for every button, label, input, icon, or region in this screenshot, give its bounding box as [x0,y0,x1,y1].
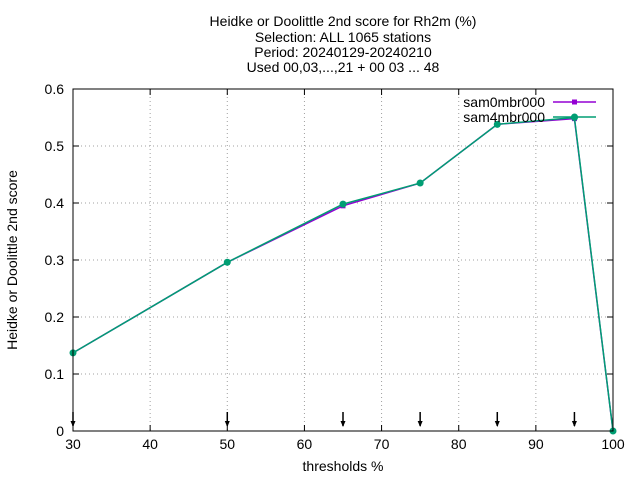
y-tick-label-0.5: 0.5 [45,138,65,154]
threshold-marker-head-95 [571,421,577,427]
series-line-sam0mbr000 [72,117,614,432]
x-tick-label-30: 30 [65,436,81,452]
point-sam4mbr000-65 [339,200,347,208]
title-line-2: Selection: ALL 1065 stations [255,29,431,45]
legend-label-sam4mbr000: sam4mbr000 [463,109,545,125]
threshold-marker-head-85 [494,421,500,427]
title-line-4: Used 00,03,...,21 + 00 03 ... 48 [247,59,440,75]
y-tick-label-0.1: 0.1 [45,366,65,382]
x-tick-label-90: 90 [528,436,544,452]
x-tick-label-50: 50 [219,436,235,452]
x-tick-label-70: 70 [374,436,390,452]
legend-marker-sam4mbr000 [571,113,578,121]
y-tick-label-0.4: 0.4 [45,195,65,211]
title-line-3: Period: 20240129-20240210 [254,44,432,60]
x-axis-label: thresholds % [303,458,384,474]
threshold-marker-head-75 [417,421,423,427]
grid [73,89,613,431]
x-tick-label-60: 60 [297,436,313,452]
x-tick-label-80: 80 [451,436,467,452]
threshold-marker-head-65 [340,421,346,427]
y-tick-label-0.2: 0.2 [45,309,65,325]
title-line-1: Heidke or Doolittle 2nd score for Rh2m (… [210,13,477,29]
y-tick-label-0: 0 [56,423,64,439]
series-lines [69,114,617,435]
point-sam4mbr000-50 [223,258,231,266]
y-tick-label-0.3: 0.3 [45,252,65,268]
chart-title: Heidke or Doolittle 2nd score for Rh2m (… [210,13,477,75]
y-axis-label: Heidke or Doolittle 2nd score [4,170,20,350]
series-line-sam4mbr000 [72,116,614,432]
x-tick-label-40: 40 [142,436,158,452]
point-sam4mbr000-75 [416,179,424,187]
legend-label-sam0mbr000: sam0mbr000 [463,94,545,110]
legend-marker-sam0mbr000 [572,99,577,105]
threshold-markers [70,412,577,427]
threshold-marker-head-50 [224,421,230,427]
point-sam4mbr000-85 [493,120,501,128]
x-tick-label-100: 100 [601,436,625,452]
plot-frame [72,88,614,432]
y-tick-label-0.6: 0.6 [45,81,65,97]
tick-labels: 30 40 50 60 70 80 90 100 0 0.1 0.2 0.3 0.4 0.5 0.6 [45,81,625,452]
